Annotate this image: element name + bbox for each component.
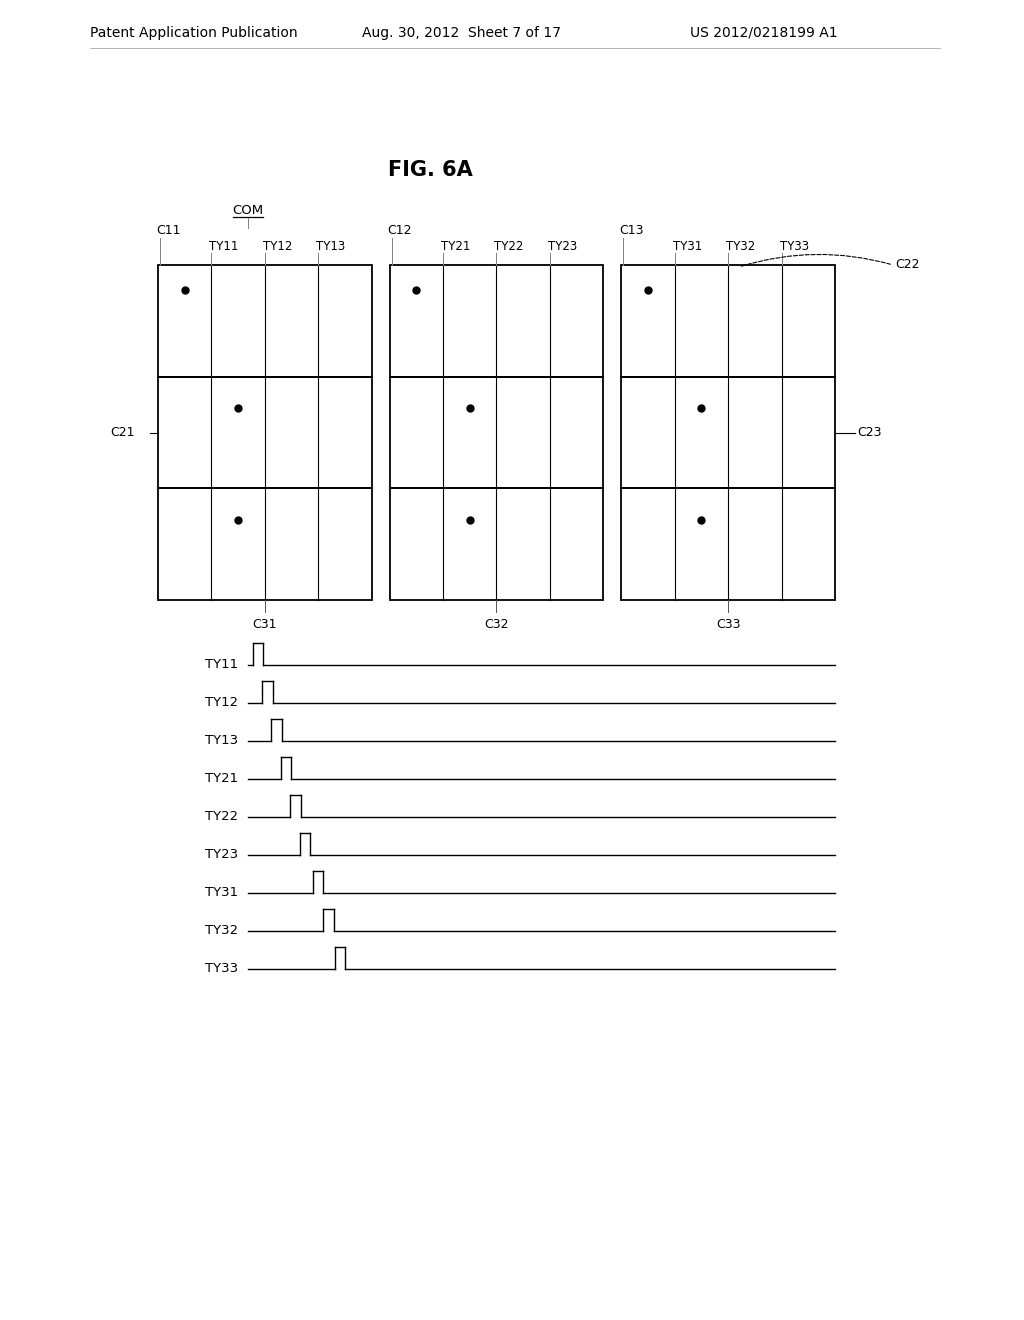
Text: TY12: TY12 [205,697,238,710]
Bar [390,265,603,376]
Text: TY13: TY13 [205,734,238,747]
Text: C13: C13 [620,223,644,236]
Text: TY21: TY21 [441,240,470,253]
Text: TY23: TY23 [548,240,578,253]
Text: Aug. 30, 2012  Sheet 7 of 17: Aug. 30, 2012 Sheet 7 of 17 [362,26,561,40]
Text: TY12: TY12 [263,240,292,253]
Text: TY31: TY31 [205,887,238,899]
Text: COM: COM [232,203,263,216]
Text: TY21: TY21 [205,772,238,785]
Text: C32: C32 [484,619,509,631]
Bar [390,488,603,601]
Text: C12: C12 [388,223,413,236]
Text: C31: C31 [253,619,278,631]
Text: US 2012/0218199 A1: US 2012/0218199 A1 [690,26,838,40]
Text: TY32: TY32 [726,240,756,253]
Text: TY33: TY33 [779,240,809,253]
Text: TY11: TY11 [210,240,239,253]
Bar [158,265,372,376]
Text: TY33: TY33 [205,962,238,975]
Bar [390,376,603,488]
Text: C33: C33 [716,619,740,631]
Bar [158,488,372,601]
Text: C21: C21 [110,426,134,440]
Text: TY22: TY22 [495,240,524,253]
Text: FIG. 6A: FIG. 6A [388,160,472,180]
Text: TY22: TY22 [205,810,238,824]
Bar [622,488,835,601]
Text: TY31: TY31 [673,240,702,253]
Text: TY11: TY11 [205,659,238,672]
Text: C11: C11 [156,223,180,236]
Text: TY32: TY32 [205,924,238,937]
Text: Patent Application Publication: Patent Application Publication [90,26,298,40]
Text: TY23: TY23 [205,849,238,862]
Text: C23: C23 [857,426,882,440]
Bar [158,376,372,488]
Bar [622,376,835,488]
Bar [622,265,835,376]
Text: TY13: TY13 [316,240,345,253]
Text: C22: C22 [895,259,920,272]
